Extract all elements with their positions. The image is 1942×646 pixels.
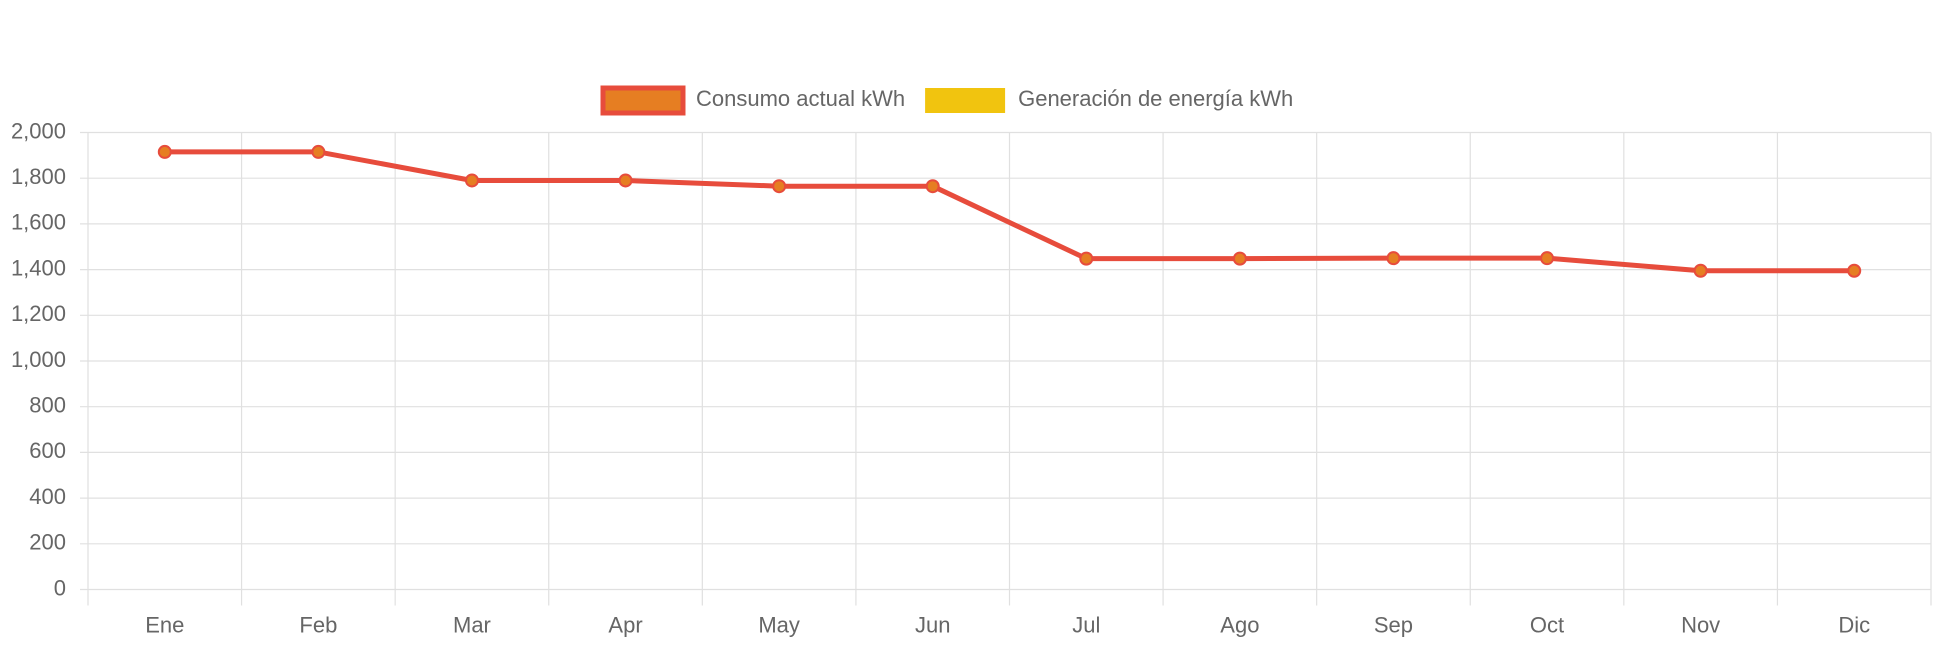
data-point — [618, 173, 633, 188]
data-point — [464, 173, 479, 188]
y-tick-label: 1,600 — [11, 210, 66, 235]
x-tick-label: Nov — [1681, 612, 1720, 637]
y-tick-label: 2,000 — [11, 118, 66, 143]
legend-swatch — [600, 85, 686, 116]
data-point — [772, 179, 787, 194]
y-tick-label: 600 — [29, 438, 66, 463]
data-point — [1693, 263, 1708, 278]
data-point — [157, 144, 172, 159]
data-point — [1232, 251, 1247, 266]
x-tick-label: Oct — [1530, 612, 1564, 637]
legend: Consumo actual kWh Generación de energía … — [600, 85, 1293, 116]
x-tick-label: Sep — [1374, 612, 1413, 637]
y-tick-label: 1,200 — [11, 301, 66, 326]
data-point — [311, 144, 326, 159]
legend-swatch — [925, 88, 1006, 113]
x-tick-label: Jul — [1072, 612, 1100, 637]
x-tick-label: Feb — [299, 612, 337, 637]
x-tick-label: Apr — [608, 612, 642, 637]
x-tick-label: Dic — [1838, 612, 1870, 637]
legend-label: Consumo actual kWh — [696, 86, 905, 111]
legend-label: Generación de energía kWh — [1018, 86, 1293, 111]
x-tick-label: Ago — [1220, 612, 1259, 637]
y-tick-label: 800 — [29, 393, 66, 418]
x-tick-label: Mar — [453, 612, 491, 637]
y-tick-label: 200 — [29, 530, 66, 555]
data-point — [1540, 251, 1555, 266]
y-tick-label: 1,000 — [11, 347, 66, 372]
data-point — [1386, 251, 1401, 266]
data-point — [1079, 251, 1094, 266]
x-tick-label: May — [758, 612, 800, 637]
data-point — [925, 179, 940, 194]
y-tick-label: 400 — [29, 484, 66, 509]
y-tick-label: 1,400 — [11, 255, 66, 280]
x-tick-label: Ene — [145, 612, 184, 637]
y-tick-label: 0 — [54, 575, 66, 600]
y-tick-label: 1,800 — [11, 164, 66, 189]
x-tick-label: Jun — [915, 612, 950, 637]
series-line — [164, 149, 1855, 274]
data-point — [1847, 263, 1862, 278]
